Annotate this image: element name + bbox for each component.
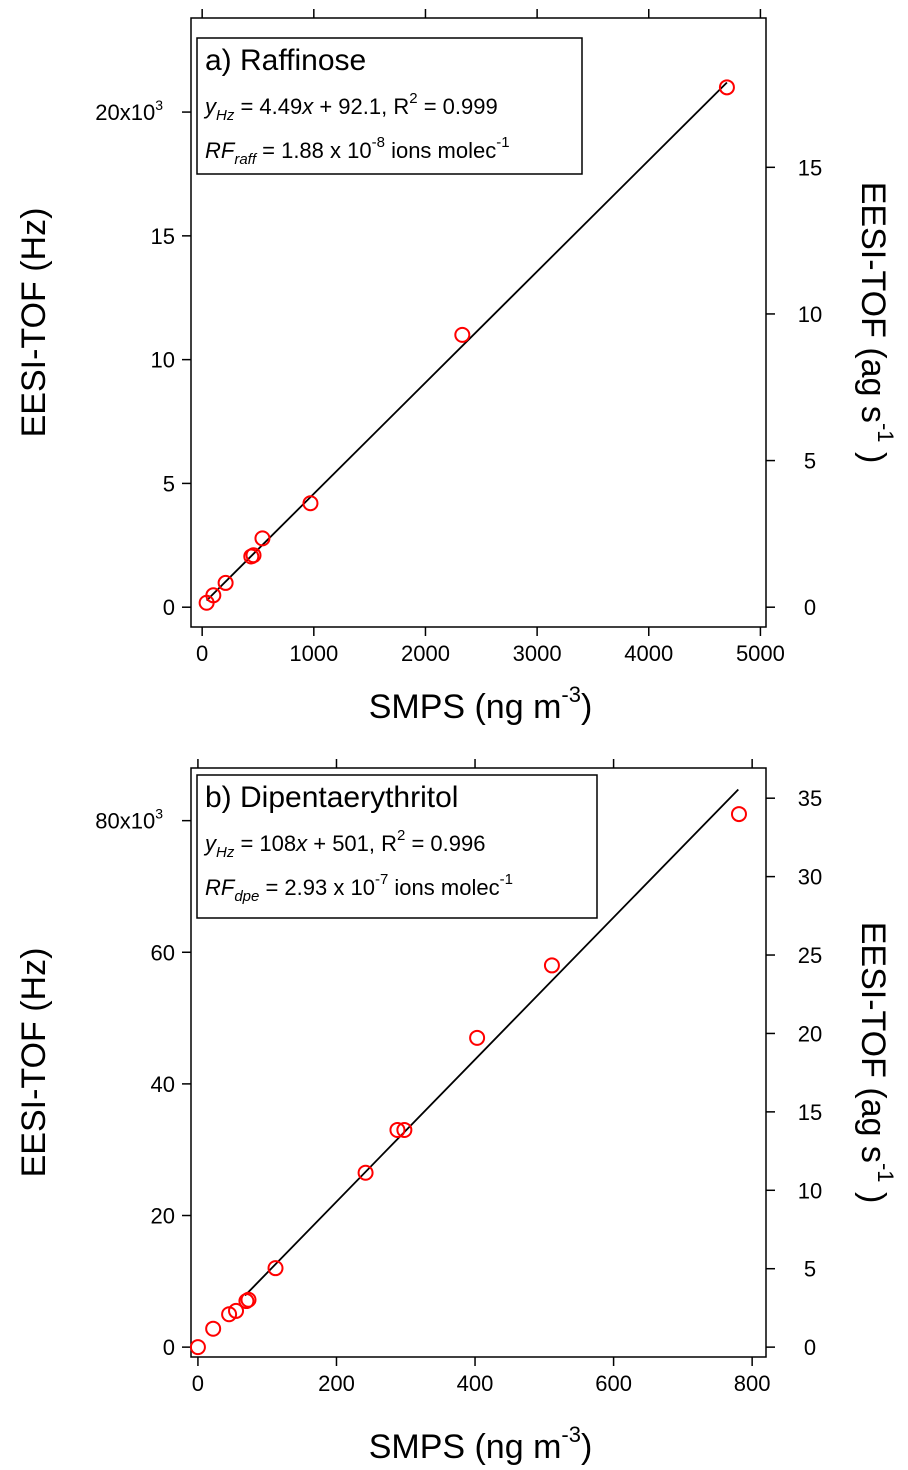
y-left-axis-label: EESI-TOF (Hz) — [15, 208, 53, 438]
panel-title: a) Raffinose — [205, 44, 366, 77]
y-left-tick-label: 20x103 — [95, 97, 163, 125]
y-right-tick-label: 20 — [798, 1021, 822, 1046]
data-point — [228, 1302, 245, 1319]
x-tick-label: 2000 — [401, 641, 450, 666]
fit-line — [244, 788, 739, 1297]
y-right-tick-label: 0 — [804, 595, 816, 620]
x-tick-label: 0 — [192, 1371, 204, 1396]
x-tick-label: 200 — [318, 1371, 355, 1396]
panel-title: b) Dipentaerythritol — [205, 781, 458, 814]
data-point — [730, 806, 747, 823]
data-point — [469, 1029, 486, 1046]
plot-frame — [190, 767, 767, 1358]
y-right-axis-label: EESI-TOF (ag s-1 ) — [854, 182, 898, 464]
annotation-box — [196, 774, 598, 919]
annotation-box — [196, 37, 583, 175]
x-tick-label: 800 — [734, 1371, 771, 1396]
data-point — [267, 1260, 284, 1277]
data-point — [205, 1320, 222, 1337]
y-left-tick-label: 20 — [151, 1204, 175, 1229]
y-right-tick-label: 35 — [798, 786, 822, 811]
data-point — [217, 574, 234, 591]
panel-dipentaerythritol: 0 200 400 600 800 0 20 40 60 80x103 0 5 10 15 20 25 30 35… — [15, 759, 898, 1466]
fit-equation: yHz = 4.49x + 92.1, R2 = 0.999 — [203, 90, 498, 124]
fit-equation: yHz = 108x + 501, R2 = 0.996 — [203, 827, 486, 861]
y-right-tick-label: 5 — [804, 449, 816, 474]
y-right-tick-label: 25 — [798, 943, 822, 968]
plot-frame — [190, 17, 767, 628]
y-left-tick-label: 15 — [151, 224, 175, 249]
y-right-tick-label: 15 — [798, 1100, 822, 1125]
data-point — [718, 79, 735, 96]
y-right-tick-label: 10 — [798, 1178, 822, 1203]
y-left-tick-label: 60 — [151, 940, 175, 965]
data-point — [357, 1164, 374, 1181]
x-tick-label: 0 — [196, 641, 208, 666]
data-point — [543, 957, 560, 974]
data-point — [389, 1121, 406, 1138]
data-point — [302, 495, 319, 512]
data-point — [189, 1339, 206, 1356]
x-tick-label: 600 — [595, 1371, 632, 1396]
x-tick-label: 400 — [457, 1371, 494, 1396]
y-right-axis-label: EESI-TOF (ag s-1 ) — [854, 922, 898, 1204]
x-tick-label: 5000 — [736, 641, 785, 666]
data-point — [245, 547, 262, 564]
data-point — [254, 530, 271, 547]
y-left-tick-label: 10 — [151, 348, 175, 373]
y-right-tick-label: 0 — [804, 1335, 816, 1360]
x-axis-label: SMPS (ng m-3) — [369, 1422, 593, 1466]
data-point — [240, 1291, 257, 1308]
x-tick-label: 3000 — [513, 641, 562, 666]
x-axis-label: SMPS (ng m-3) — [369, 682, 593, 726]
y-left-tick-label: 40 — [151, 1072, 175, 1097]
y-left-axis-label: EESI-TOF (Hz) — [15, 948, 53, 1178]
panel-raffinose: 0 1000 2000 3000 4000 5000 0 5 10 15 20x103 0 5 10 15 a… — [15, 9, 898, 726]
data-point — [454, 326, 471, 343]
response-factor: RFdpe = 2.93 x 10-7 ions molec-1 — [205, 871, 513, 905]
y-right-tick-label: 15 — [798, 155, 822, 180]
y-right-tick-label: 5 — [804, 1257, 816, 1282]
y-right-tick-label: 10 — [798, 302, 822, 327]
data-point — [205, 587, 222, 604]
y-left-tick-label: 80x103 — [95, 806, 163, 834]
x-tick-label: 1000 — [289, 641, 338, 666]
y-left-tick-label: 0 — [163, 595, 175, 620]
response-factor: RFraff = 1.88 x 10-8 ions molec-1 — [205, 134, 510, 168]
x-tick-label: 4000 — [624, 641, 673, 666]
y-left-tick-label: 5 — [163, 471, 175, 496]
y-left-tick-label: 0 — [163, 1335, 175, 1360]
y-right-tick-label: 30 — [798, 865, 822, 890]
data-point — [396, 1121, 413, 1138]
